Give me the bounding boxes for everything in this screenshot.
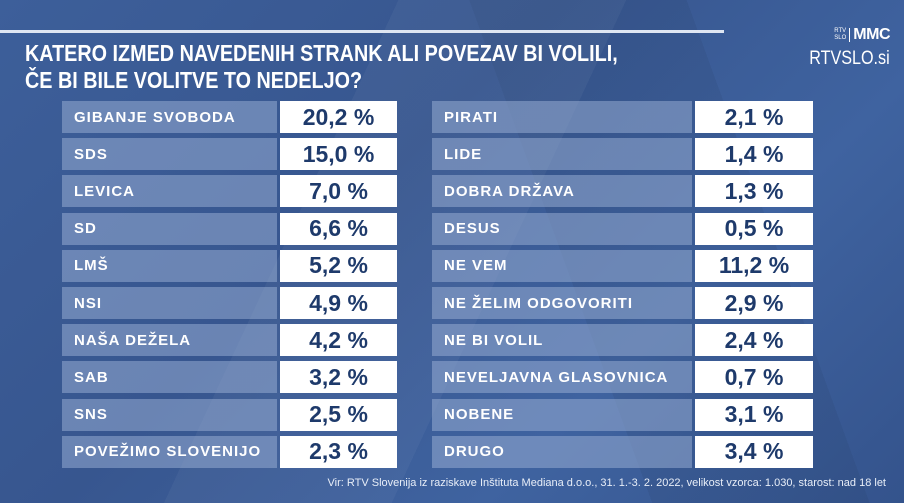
party-value: 7,0 % xyxy=(280,175,397,208)
party-value: 3,1 % xyxy=(695,398,813,431)
mmc-logo: MMC xyxy=(853,26,890,43)
party-value: 2,9 % xyxy=(695,287,813,319)
table-row: NAŠA DEŽELA 4,2 % xyxy=(62,324,397,357)
title-line-2: ČE BI BILE VOLITVE TO NEDELJO? xyxy=(25,67,363,93)
party-label: SNS xyxy=(62,398,277,431)
table-row: SDS 15,0 % xyxy=(62,138,397,171)
party-value: 0,7 % xyxy=(695,361,813,394)
party-label: DOBRA DRŽAVA xyxy=(432,175,692,208)
party-value: 4,9 % xyxy=(280,287,397,319)
table-row: NSI 4,9 % xyxy=(62,287,397,319)
party-label: SAB xyxy=(62,361,277,394)
party-value: 5,2 % xyxy=(280,249,397,282)
table-row: LMŠ 5,2 % xyxy=(62,249,397,282)
table-row: LEVICA 7,0 % xyxy=(62,175,397,208)
rtv-slo-logo: RTV SLO xyxy=(834,27,851,42)
table-row: SD 6,6 % xyxy=(62,212,397,245)
party-value: 2,3 % xyxy=(280,435,397,468)
table-row: NE ŽELIM ODGOVORITI 2,9 % xyxy=(432,287,813,319)
logo: RTV SLO MMC RTVSLO.si xyxy=(795,26,891,70)
party-label: DESUS xyxy=(432,212,692,245)
party-value: 0,5 % xyxy=(695,212,813,245)
table-row: POVEŽIMO SLOVENIJO 2,3 % xyxy=(62,435,397,468)
source-note: Vir: RTV Slovenija iz raziskave Inštitut… xyxy=(327,477,886,489)
table-row: NOBENE 3,1 % xyxy=(432,398,813,431)
party-label: GIBANJE SVOBODA xyxy=(62,101,277,133)
table-row: SNS 2,5 % xyxy=(62,398,397,431)
table-row: SAB 3,2 % xyxy=(62,361,397,394)
party-value: 3,2 % xyxy=(280,361,397,394)
party-value: 3,4 % xyxy=(695,435,813,468)
party-label: LMŠ xyxy=(62,249,277,282)
party-value: 1,3 % xyxy=(695,175,813,208)
party-label: NOBENE xyxy=(432,398,692,431)
title-line-1: KATERO IZMED NAVEDENIH STRANK ALI POVEZA… xyxy=(25,40,618,66)
party-label: PIRATI xyxy=(432,101,692,133)
party-label: POVEŽIMO SLOVENIJO xyxy=(62,435,277,468)
party-label: NE BI VOLIL xyxy=(432,324,692,357)
party-label: DRUGO xyxy=(432,435,692,468)
party-label: LEVICA xyxy=(62,175,277,208)
party-value: 6,6 % xyxy=(280,212,397,245)
party-label: SD xyxy=(62,212,277,245)
table-row: NEVELJAVNA GLASOVNICA 0,7 % xyxy=(432,361,813,394)
party-label: NE ŽELIM ODGOVORITI xyxy=(432,287,692,319)
party-value: 1,4 % xyxy=(695,138,813,171)
party-value: 11,2 % xyxy=(695,249,813,282)
party-label: SDS xyxy=(62,138,277,171)
table-row: NE BI VOLIL 2,4 % xyxy=(432,324,813,357)
table-row: DRUGO 3,4 % xyxy=(432,435,813,468)
party-value: 20,2 % xyxy=(280,101,397,133)
table-row: GIBANJE SVOBODA 20,2 % xyxy=(62,101,397,133)
table-row: LIDE 1,4 % xyxy=(432,138,813,171)
divider xyxy=(0,30,724,33)
site-name: RTVSLO.si xyxy=(809,48,890,69)
table-row: DOBRA DRŽAVA 1,3 % xyxy=(432,175,813,208)
party-value: 2,4 % xyxy=(695,324,813,357)
party-label: NEVELJAVNA GLASOVNICA xyxy=(432,361,692,394)
party-label: LIDE xyxy=(432,138,692,171)
table-row: PIRATI 2,1 % xyxy=(432,101,813,133)
party-value: 2,1 % xyxy=(695,101,813,133)
page-title: KATERO IZMED NAVEDENIH STRANK ALI POVEZA… xyxy=(25,40,618,94)
party-label: NE VEM xyxy=(432,249,692,282)
party-value: 15,0 % xyxy=(280,138,397,171)
party-label: NSI xyxy=(62,287,277,319)
table-row: NE VEM 11,2 % xyxy=(432,249,813,282)
party-value: 2,5 % xyxy=(280,398,397,431)
table-row: DESUS 0,5 % xyxy=(432,212,813,245)
party-label: NAŠA DEŽELA xyxy=(62,324,277,357)
party-value: 4,2 % xyxy=(280,324,397,357)
